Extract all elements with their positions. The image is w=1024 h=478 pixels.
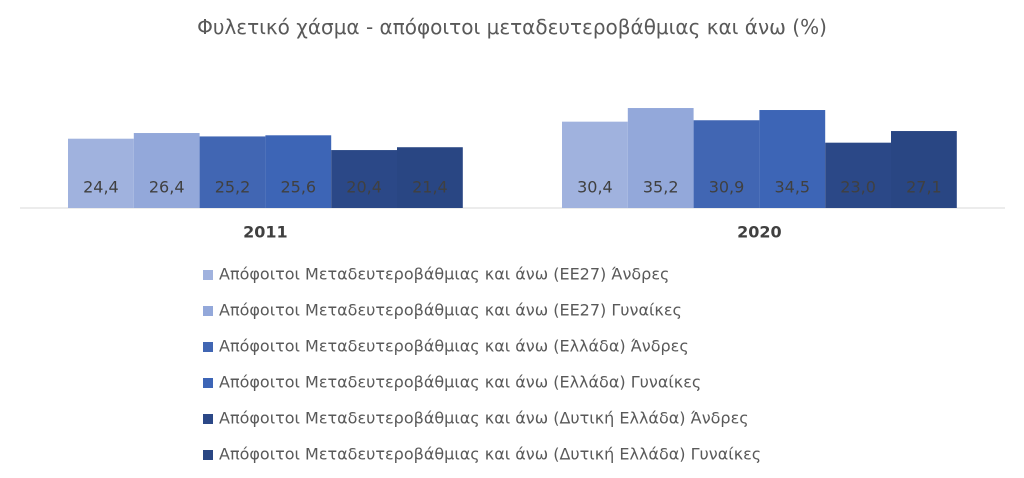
legend-swatch [203,414,213,424]
value-label: 21,4 [412,178,448,197]
bar [693,120,760,208]
value-label: 23,0 [840,178,876,197]
legend-label: Απόφοιτοι Μεταδευτεροβάθμιας και άνω (Δυ… [219,409,749,428]
legend-swatch [203,450,213,460]
legend-label: Απόφοιτοι Μεταδευτεροβάθμιας και άνω (ΕΕ… [219,301,682,320]
bar [627,108,694,208]
bar [759,110,826,208]
value-label: 35,2 [643,178,679,197]
legend-swatch [203,270,213,280]
value-label: 27,1 [906,178,942,197]
x-tick-label: 2020 [737,223,782,242]
bar [199,136,266,208]
value-label: 24,4 [83,178,119,197]
bar [68,138,134,208]
legend-swatch [203,378,213,388]
value-label: 25,2 [215,178,251,197]
x-tick-label: 2011 [243,223,288,242]
value-label: 30,4 [577,178,613,197]
chart-title: Φυλετικό χάσμα - απόφοιτοι μεταδευτεροβά… [197,15,827,39]
value-label: 30,9 [709,178,745,197]
value-label: 34,5 [774,178,810,197]
legend-swatch [203,306,213,316]
value-label: 20,4 [346,178,382,197]
legend-label: Απόφοιτοι Μεταδευτεροβάθμιας και άνω (Ελ… [219,337,689,356]
legend-label: Απόφοιτοι Μεταδευτεροβάθμιας και άνω (Ελ… [219,373,701,392]
bar [825,142,891,208]
bar [265,135,332,208]
bar [562,121,628,208]
bar [891,131,957,208]
legend-swatch [203,342,213,352]
bar [133,133,200,208]
bar [331,150,397,208]
value-label: 26,4 [149,178,185,197]
bar [397,147,463,208]
value-label: 25,6 [280,178,316,197]
legend-label: Απόφοιτοι Μεταδευτεροβάθμιας και άνω (ΕΕ… [219,265,669,284]
legend-label: Απόφοιτοι Μεταδευτεροβάθμιας και άνω (Δυ… [219,445,761,464]
